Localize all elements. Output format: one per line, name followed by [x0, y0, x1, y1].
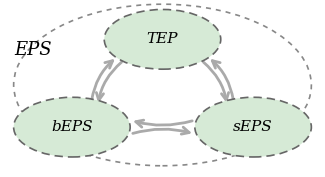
Ellipse shape [14, 97, 130, 157]
Text: TEP: TEP [147, 32, 178, 46]
Text: bEPS: bEPS [51, 120, 93, 134]
Ellipse shape [104, 10, 221, 69]
Text: sEPS: sEPS [233, 120, 273, 134]
Ellipse shape [195, 97, 311, 157]
Text: EPS: EPS [14, 41, 52, 59]
